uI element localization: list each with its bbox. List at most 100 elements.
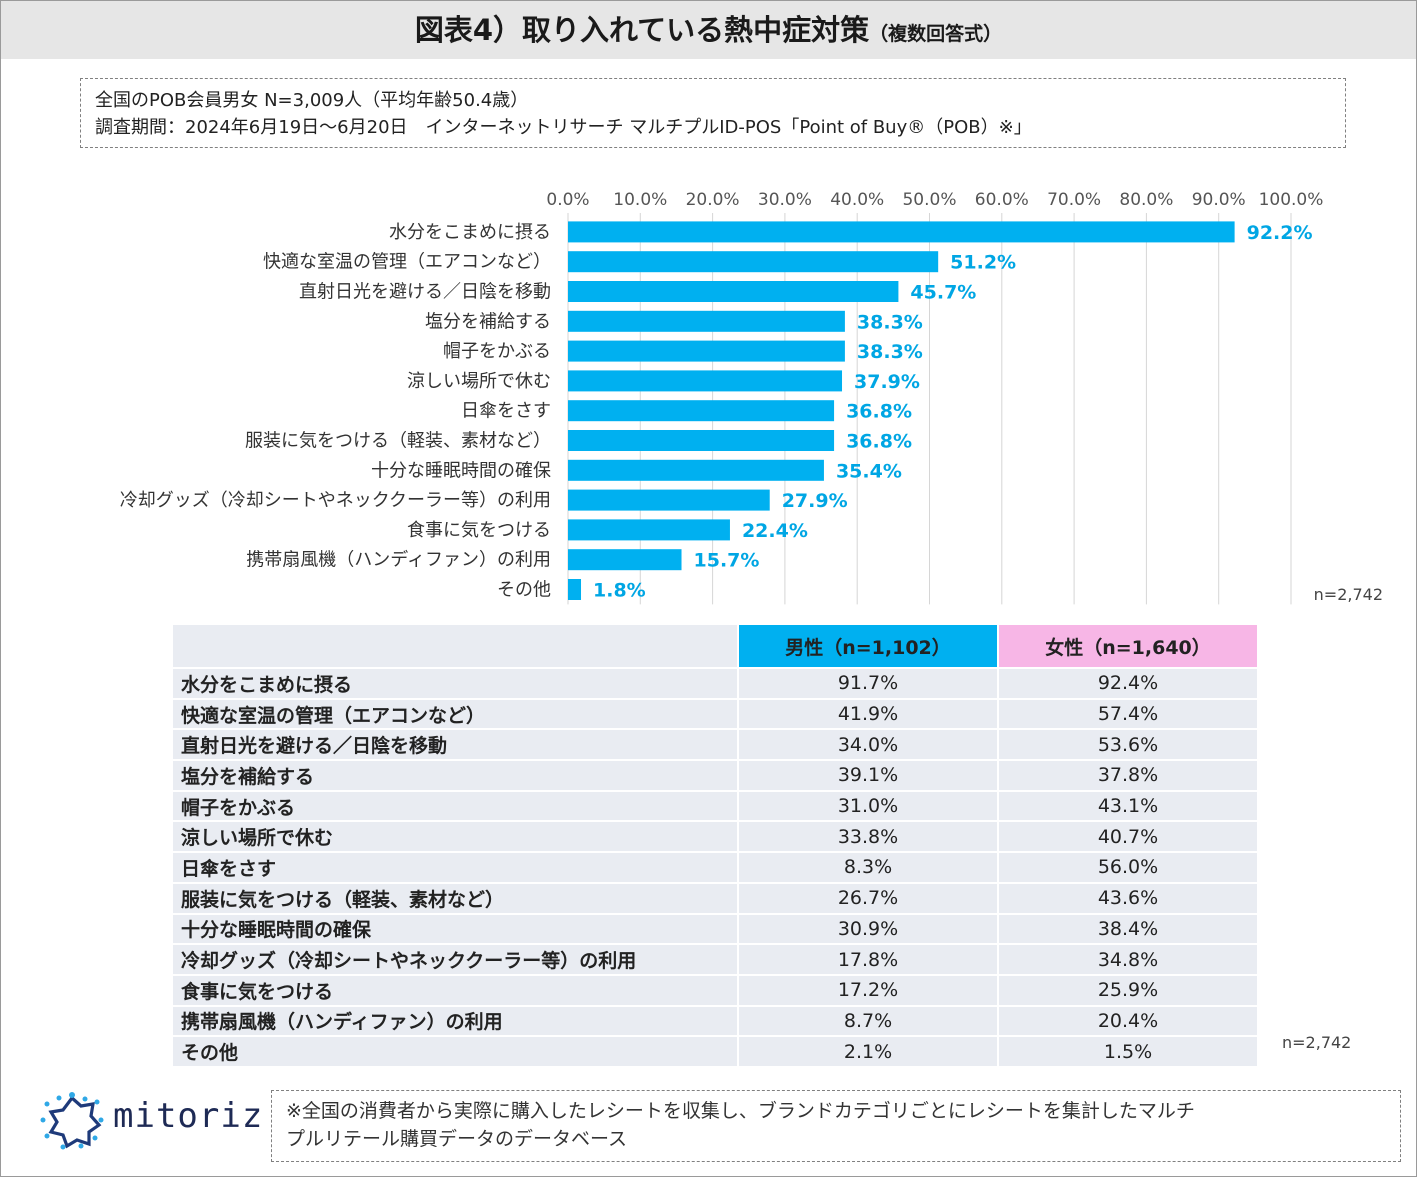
bar bbox=[568, 340, 845, 362]
table-row: 服装に気をつける（軽装、素材など） 26.7% 43.6% bbox=[173, 883, 1257, 915]
bar bbox=[568, 310, 845, 332]
bar bbox=[568, 430, 835, 451]
category-label: 携帯扇風機（ハンディファン）の利用 bbox=[246, 550, 551, 571]
table-cell-male: 91.7% bbox=[739, 669, 999, 700]
value-label: 15.7% bbox=[694, 550, 760, 572]
table-cell-male: 41.9% bbox=[739, 699, 999, 731]
bar bbox=[568, 400, 835, 422]
page-subtitle: （複数回答式） bbox=[869, 23, 1003, 45]
table-row: 直射日光を避ける／日陰を移動 34.0% 53.6% bbox=[173, 730, 1257, 762]
footnote-line-2: プルリテール購買データのデータベース bbox=[286, 1128, 628, 1150]
value-label: 51.2% bbox=[950, 252, 1016, 274]
chart-sample-size: n=2,742 bbox=[1314, 585, 1383, 604]
table-row: 塩分を補給する 39.1% 37.8% bbox=[173, 761, 1257, 792]
table-row: 快適な室温の管理（エアコンなど） 41.9% 57.4% bbox=[173, 699, 1257, 731]
table-cell-female: 53.6% bbox=[999, 730, 1257, 762]
table-cell-male: 2.1% bbox=[739, 1037, 999, 1068]
gender-table: 男性（n=1,102） 女性（n=1,640） 水分をこまめに摂る 91.7% 92… bbox=[173, 625, 1257, 1068]
bar bbox=[568, 519, 730, 541]
bar bbox=[568, 579, 582, 600]
table-sample-size: n=2,742 bbox=[1282, 1033, 1352, 1052]
x-tick-label: 40.0% bbox=[830, 190, 884, 210]
survey-line-1: 全国のPOB会員男女 N=3,009人（平均年齢50.4歳） bbox=[95, 90, 529, 111]
value-label: 37.9% bbox=[854, 371, 920, 393]
table-row: 冷却グッズ（冷却シートやネッククーラー等）の利用 17.8% 34.8% bbox=[173, 945, 1257, 976]
bar bbox=[568, 489, 770, 511]
value-label: 38.3% bbox=[857, 341, 923, 363]
bar bbox=[568, 459, 824, 481]
category-label: 日傘をさす bbox=[461, 401, 551, 422]
table-header-female: 女性（n=1,640） bbox=[999, 625, 1257, 669]
table-cell-item: 冷却グッズ（冷却シートやネッククーラー等）の利用 bbox=[173, 945, 739, 976]
table-row: 涼しい場所で休む 33.8% 40.7% bbox=[173, 822, 1257, 854]
table-cell-male: 17.2% bbox=[739, 975, 999, 1007]
category-label: 服装に気をつける（軽装、素材など） bbox=[245, 431, 551, 452]
bar-chart: 0.0% 10.0% 20.0% 30.0% 40.0% 50.0% 60.0% 70.0% 8… bbox=[120, 190, 1383, 605]
table-cell-female: 40.7% bbox=[999, 822, 1257, 854]
survey-info-box: 全国のPOB会員男女 N=3,009人（平均年齢50.4歳） 調査期間：2024… bbox=[80, 78, 1346, 148]
table-row: 帽子をかぶる 31.0% 43.1% bbox=[173, 791, 1257, 823]
footnote-line-1: ※全国の消費者から実際に購入したレシートを収集し、ブランドカテゴリごとにレシート… bbox=[286, 1100, 1195, 1122]
value-label: 36.8% bbox=[846, 431, 912, 453]
x-tick-label: 0.0% bbox=[546, 190, 589, 210]
table-row: 携帯扇風機（ハンディファン）の利用 8.7% 20.4% bbox=[173, 1006, 1257, 1038]
value-label: 45.7% bbox=[910, 282, 976, 304]
value-label: 92.2% bbox=[1247, 222, 1313, 244]
table-cell-item: 水分をこまめに摂る bbox=[173, 669, 739, 700]
table-cell-female: 92.4% bbox=[999, 669, 1257, 700]
category-label: 帽子をかぶる bbox=[443, 341, 551, 362]
category-label: 水分をこまめに摂る bbox=[389, 222, 551, 243]
value-label: 38.3% bbox=[857, 311, 923, 333]
table-cell-female: 20.4% bbox=[999, 1006, 1257, 1038]
table-cell-item: 快適な室温の管理（エアコンなど） bbox=[173, 699, 739, 731]
table-cell-male: 39.1% bbox=[739, 761, 999, 792]
value-label: 36.8% bbox=[846, 401, 912, 423]
category-label: 冷却グッズ（冷却シートやネッククーラー等）の利用 bbox=[120, 490, 551, 511]
category-label: 塩分を補給する bbox=[425, 311, 551, 332]
x-tick-label: 20.0% bbox=[686, 190, 740, 210]
table-cell-female: 1.5% bbox=[999, 1037, 1257, 1068]
bar bbox=[568, 251, 939, 273]
x-tick-label: 80.0% bbox=[1119, 190, 1173, 210]
table-cell-item: 日傘をさす bbox=[173, 853, 739, 884]
table-cell-female: 57.4% bbox=[999, 699, 1257, 731]
table-cell-male: 17.8% bbox=[739, 945, 999, 976]
category-label: 快適な室温の管理（エアコンなど） bbox=[263, 252, 551, 273]
table-row: 水分をこまめに摂る 91.7% 92.4% bbox=[173, 669, 1257, 700]
table-cell-item: 涼しい場所で休む bbox=[173, 822, 739, 854]
table-cell-male: 26.7% bbox=[739, 883, 999, 915]
table-cell-item: 服装に気をつける（軽装、素材など） bbox=[173, 883, 739, 915]
table-cell-item: 直射日光を避ける／日陰を移動 bbox=[173, 730, 739, 762]
category-label: その他 bbox=[497, 580, 551, 601]
gender-breakdown-table: 男性（n=1,102） 女性（n=1,640） 水分をこまめに摂る 91.7% 92… bbox=[173, 625, 1257, 1068]
table-header-blank bbox=[173, 625, 739, 669]
table-cell-female: 34.8% bbox=[999, 945, 1257, 976]
value-label: 1.8% bbox=[593, 580, 646, 602]
value-label: 22.4% bbox=[742, 520, 808, 542]
survey-line-2: 調査期間：2024年6月19日～6月20日 インターネットリサーチ マルチプルI… bbox=[95, 117, 1032, 138]
category-label: 直射日光を避ける／日陰を移動 bbox=[299, 282, 551, 303]
table-cell-male: 34.0% bbox=[739, 730, 999, 762]
table-row: 日傘をさす 8.3% 56.0% bbox=[173, 853, 1257, 884]
table-cell-item: 携帯扇風機（ハンディファン）の利用 bbox=[173, 1006, 739, 1038]
mitoriz-logo-icon bbox=[40, 1092, 104, 1150]
table-cell-male: 31.0% bbox=[739, 791, 999, 823]
footnote-box: ※全国の消費者から実際に購入したレシートを収集し、ブランドカテゴリごとにレシート… bbox=[271, 1090, 1401, 1162]
page-title: 図表4）取り入れている熱中症対策 bbox=[414, 13, 870, 47]
value-label: 35.4% bbox=[836, 460, 902, 482]
x-tick-label: 70.0% bbox=[1047, 190, 1101, 210]
table-cell-item: 食事に気をつける bbox=[173, 975, 739, 1007]
logo-text: mitoriz bbox=[113, 1096, 264, 1136]
table-header-male: 男性（n=1,102） bbox=[739, 625, 999, 669]
table-cell-female: 56.0% bbox=[999, 853, 1257, 884]
table-cell-female: 43.1% bbox=[999, 791, 1257, 823]
mitoriz-logo: mitoriz bbox=[37, 1090, 267, 1150]
table-cell-female: 37.8% bbox=[999, 761, 1257, 792]
bar bbox=[568, 221, 1235, 243]
table-cell-female: 25.9% bbox=[999, 975, 1257, 1007]
table-cell-female: 38.4% bbox=[999, 914, 1257, 946]
table-body: 水分をこまめに摂る 91.7% 92.4% 快適な室温の管理（エアコンなど） 41.9%… bbox=[173, 669, 1257, 1068]
title-bar: 図表4）取り入れている熱中症対策（複数回答式） bbox=[1, 1, 1416, 59]
x-tick-label: 100.0% bbox=[1259, 190, 1324, 210]
